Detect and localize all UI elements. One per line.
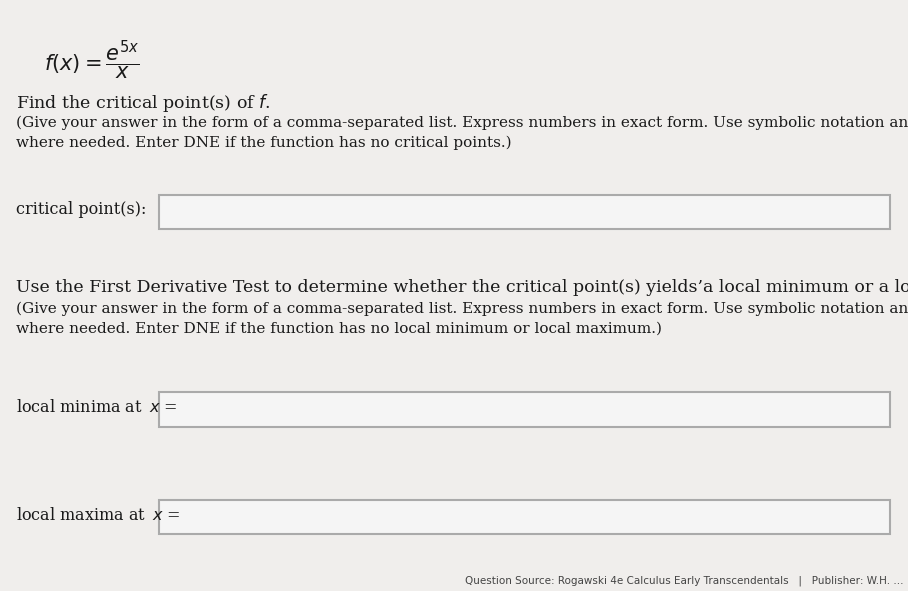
- Text: Question Source: Rogawski 4e Calculus Early Transcendentals   |   Publisher: W.H: Question Source: Rogawski 4e Calculus Ea…: [465, 576, 903, 586]
- Text: local minima at  $x$ =: local minima at $x$ =: [16, 400, 178, 416]
- Text: local maxima at  $x$ =: local maxima at $x$ =: [16, 507, 181, 524]
- FancyBboxPatch shape: [159, 195, 890, 229]
- Text: (Give your answer in the form of a comma-separated list. Express numbers in exac: (Give your answer in the form of a comma…: [16, 301, 908, 336]
- Text: Find the critical point(s) of $f$.: Find the critical point(s) of $f$.: [16, 92, 271, 113]
- Text: Use the First Derivative Test to determine whether the critical point(s) yields’: Use the First Derivative Test to determi…: [16, 279, 908, 296]
- Text: critical point(s):: critical point(s):: [16, 202, 147, 218]
- Text: (Give your answer in the form of a comma-separated list. Express numbers in exac: (Give your answer in the form of a comma…: [16, 115, 908, 150]
- Text: $f(x) = \dfrac{e^{5x}}{x}$: $f(x) = \dfrac{e^{5x}}{x}$: [44, 38, 140, 82]
- FancyBboxPatch shape: [159, 392, 890, 427]
- FancyBboxPatch shape: [159, 500, 890, 534]
